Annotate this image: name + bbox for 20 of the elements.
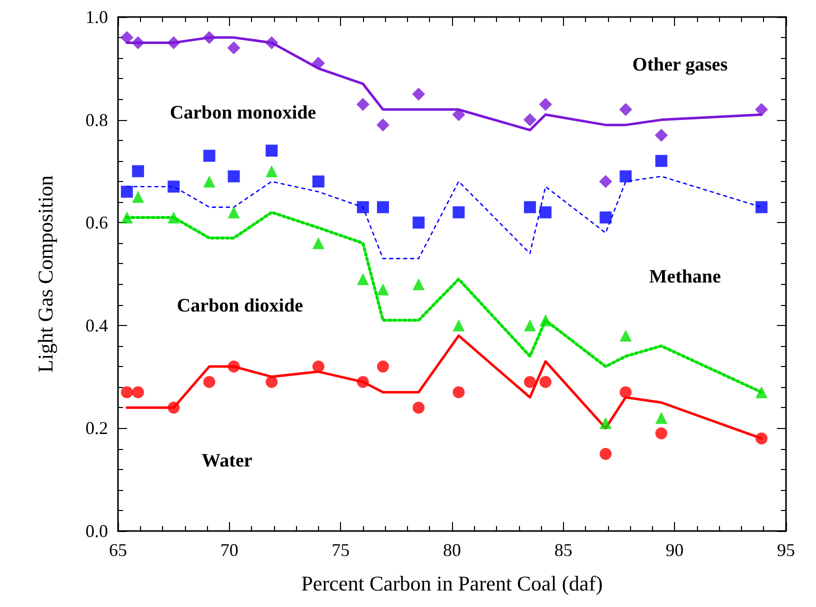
x-tick-label: 85 <box>554 540 572 560</box>
x-axis-title: Percent Carbon in Parent Coal (daf) <box>301 572 603 596</box>
y-tick-label: 0.6 <box>86 212 108 233</box>
y-tick-label: 1.0 <box>86 7 108 27</box>
x-tick-label: 80 <box>443 540 461 560</box>
x-tick-label: 65 <box>109 540 127 560</box>
x-tick-label: 75 <box>332 540 350 560</box>
y-tick-label: 0.0 <box>86 521 108 541</box>
y-tick-label: 0.4 <box>86 315 108 336</box>
y-axis-title: Light Gas Composition <box>34 174 58 373</box>
annotation: Other gases <box>632 54 728 76</box>
y-tick-label: 0.8 <box>86 110 108 130</box>
x-tick-label: 70 <box>220 540 238 560</box>
x-tick-label: 90 <box>666 540 684 560</box>
annotation: Carbon monoxide <box>170 102 316 124</box>
y-tick-label: 0.2 <box>86 418 108 438</box>
x-tick-label: 95 <box>777 540 795 560</box>
annotation: Water <box>202 450 253 472</box>
annotation: Methane <box>649 266 721 288</box>
annotation: Carbon dioxide <box>176 296 304 316</box>
